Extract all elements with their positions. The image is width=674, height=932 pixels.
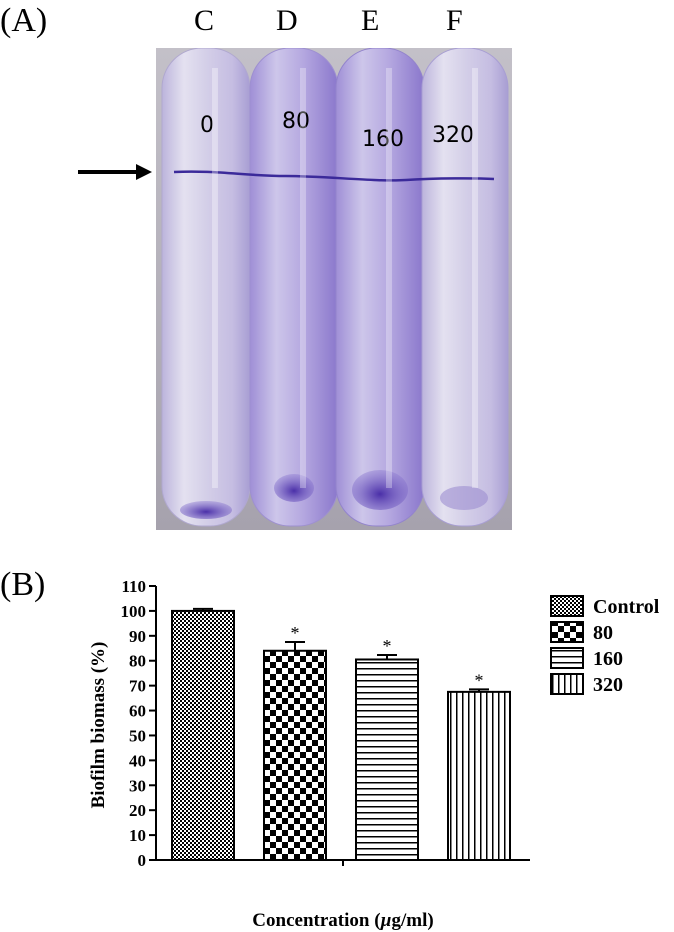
tube-mark-0: 0 [200,113,214,138]
y-tick-label: 100 [121,602,147,621]
tube-mark-320: 320 [432,123,474,148]
bar-80 [263,649,327,861]
chart-legend: Control 80 160 320 [550,595,660,696]
arrow-icon [78,164,152,180]
tube-letter-c: C [194,4,215,37]
bar-chart: 0 10 20 30 40 50 60 70 80 90 100 110 * * * Control 80 1… [88,577,660,931]
bar-320 [447,690,511,861]
y-tick-label: 50 [129,726,146,745]
tube-e [335,48,425,527]
y-tick-label: 60 [129,702,146,721]
y-tick-label: 40 [129,751,146,770]
y-tick-label: 20 [129,801,146,820]
tube-mark-80: 80 [282,109,310,134]
legend-swatch [550,647,584,669]
chart-bars: * * * [171,607,511,862]
significance-star: * [383,636,392,656]
tube-mark-160: 160 [362,127,404,152]
y-tick-label: 70 [129,677,146,696]
significance-star: * [291,623,300,643]
legend-swatch [550,673,584,695]
y-tick-label: 110 [121,577,146,596]
y-tick-label: 30 [129,776,146,795]
bar-160 [355,658,419,862]
panel-label-a: (A) [0,2,48,39]
legend-label: 160 [593,648,623,670]
legend-label: Control [593,596,660,618]
y-tick-label: 10 [129,826,146,845]
legend-label: 320 [593,674,623,696]
tube-letter-e: E [361,4,380,37]
tube-f [421,48,509,527]
tube-letter-f: F [446,4,463,37]
tube-letter-d: D [276,4,298,37]
y-tick-label: 80 [129,652,146,671]
legend-swatch [550,621,584,643]
y-axis-title: Biofilm biomass (%) [88,642,109,809]
y-tick-label: 90 [129,627,146,646]
legend-swatch [550,595,584,617]
test-tube-photo: 0 80 160 320 [156,48,512,530]
bar-control [171,609,235,862]
significance-star: * [475,670,484,690]
legend-label: 80 [593,622,613,644]
x-axis-title: Concentration (µg/ml) [252,910,433,931]
y-tick-label: 0 [138,851,147,870]
panel-label-b: (B) [0,566,46,603]
